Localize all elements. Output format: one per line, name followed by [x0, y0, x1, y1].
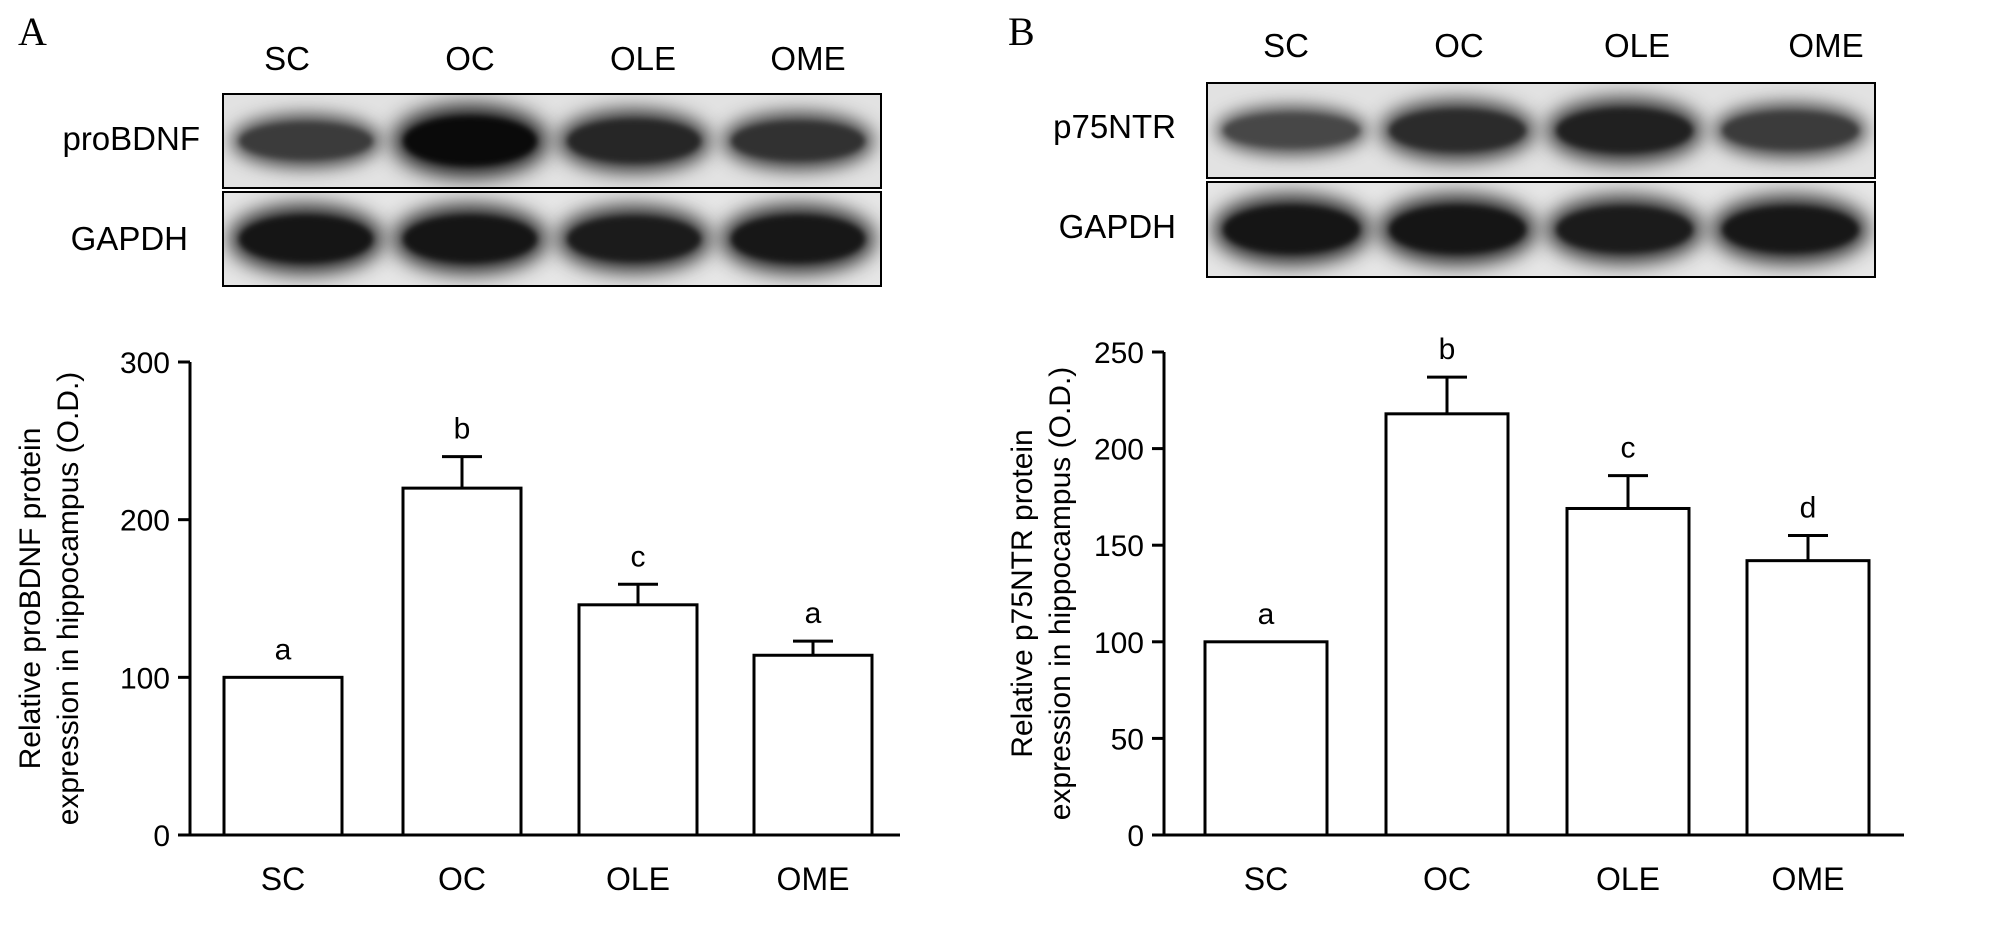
- blot-band: [1555, 206, 1693, 253]
- blot-band: [1222, 205, 1360, 254]
- y-tick-label: 200: [1094, 434, 1144, 467]
- lane-label-oc: OC: [1434, 27, 1484, 64]
- x-tick-label: OLE: [606, 861, 670, 897]
- blot-band: [730, 215, 866, 263]
- significance-label: c: [1621, 432, 1636, 465]
- blot-row-label: GAPDH: [1058, 208, 1176, 245]
- y-tick-label: 200: [120, 505, 170, 538]
- blot-band: [402, 215, 538, 263]
- significance-label: c: [631, 540, 646, 573]
- lane-label-sc: SC: [1263, 27, 1309, 64]
- significance-label: d: [1800, 492, 1817, 525]
- significance-label: a: [1258, 598, 1275, 631]
- blot-row-label: proBDNF: [62, 120, 200, 157]
- y-tick-label: 250: [1094, 337, 1144, 370]
- blot-band: [238, 121, 374, 161]
- lane-label-ome: OME: [1788, 27, 1864, 64]
- blot-band: [238, 215, 374, 263]
- blot-band: [1389, 109, 1526, 152]
- y-tick-label: 150: [1094, 530, 1144, 563]
- y-tick-label: 50: [1111, 723, 1144, 756]
- bar: [752, 653, 874, 837]
- lane-label-ole: OLE: [1603, 27, 1671, 64]
- blot-band: [1222, 112, 1360, 149]
- blot-band: [1389, 205, 1526, 254]
- blot-band: [1722, 111, 1859, 150]
- bar: [222, 675, 344, 837]
- bar: [1384, 412, 1510, 837]
- bar: [1565, 506, 1691, 837]
- western-blot-strip: [1206, 82, 1876, 179]
- x-tick-label: SC: [1244, 861, 1288, 897]
- bar-chart: 0 100 200 300 a SC b OC c OLE a OME Relative proBDNF…: [14, 347, 900, 897]
- y-axis-label-line: Relative p75NTR protein: [1006, 429, 1039, 758]
- panel-b: B SC OC OLE OME p75NTR GAPDH 0 50 100 150 20…: [1004, 0, 2008, 951]
- blot-row-label: GAPDH: [70, 220, 188, 257]
- x-tick-label: OC: [438, 861, 486, 897]
- bar: [577, 603, 699, 837]
- blot-band: [1555, 107, 1693, 154]
- western-blot-strip: [222, 93, 882, 189]
- lane-label-ome: OME: [770, 40, 846, 77]
- significance-label: b: [454, 413, 471, 446]
- blot-band: [402, 115, 538, 167]
- blot-band: [566, 215, 702, 263]
- significance-label: a: [805, 597, 822, 630]
- y-axis-label-line: Relative proBDNF protein: [14, 428, 47, 770]
- y-tick-label: 0: [153, 820, 170, 853]
- panel-a: A SC OC OLE OME proBDNF GAPDH 0 100 200 300…: [14, 9, 900, 897]
- y-tick-label: 300: [120, 347, 170, 380]
- lane-label-sc: SC: [264, 40, 310, 77]
- y-axis-label: Relative proBDNF protein expression in hi…: [14, 372, 85, 826]
- blot-band: [1722, 205, 1859, 254]
- western-blot-strip: [1206, 181, 1876, 278]
- bar-chart: 0 50 100 150 200 250 a SC b OC c OLE d OME Relative p7…: [1006, 333, 1904, 897]
- significance-label: b: [1439, 333, 1456, 366]
- bar: [1203, 640, 1329, 837]
- y-tick-label: 0: [1127, 820, 1144, 853]
- y-tick-label: 100: [120, 662, 170, 695]
- blot-band: [730, 120, 866, 162]
- x-tick-label: OC: [1423, 861, 1471, 897]
- lane-label-oc: OC: [445, 40, 495, 77]
- bar: [401, 486, 523, 837]
- panel-letter: A: [18, 9, 47, 54]
- y-axis-label-line: expression in hippocampus (O.D.): [52, 372, 85, 826]
- blot-band: [566, 119, 702, 163]
- x-tick-label: OME: [1772, 861, 1845, 897]
- panel-letter: B: [1008, 9, 1035, 54]
- x-tick-label: SC: [261, 861, 305, 897]
- lane-label-ole: OLE: [609, 40, 677, 77]
- y-axis-label: Relative p75NTR protein expression in hip…: [1006, 367, 1077, 821]
- bar: [1745, 559, 1871, 837]
- significance-label: a: [275, 633, 292, 666]
- x-tick-label: OME: [777, 861, 850, 897]
- western-blot-strip: [222, 191, 882, 287]
- y-axis-label-line: expression in hippocampus (O.D.): [1044, 367, 1077, 821]
- x-tick-label: OLE: [1596, 861, 1660, 897]
- blot-row-label: p75NTR: [1053, 108, 1176, 145]
- y-tick-label: 100: [1094, 627, 1144, 660]
